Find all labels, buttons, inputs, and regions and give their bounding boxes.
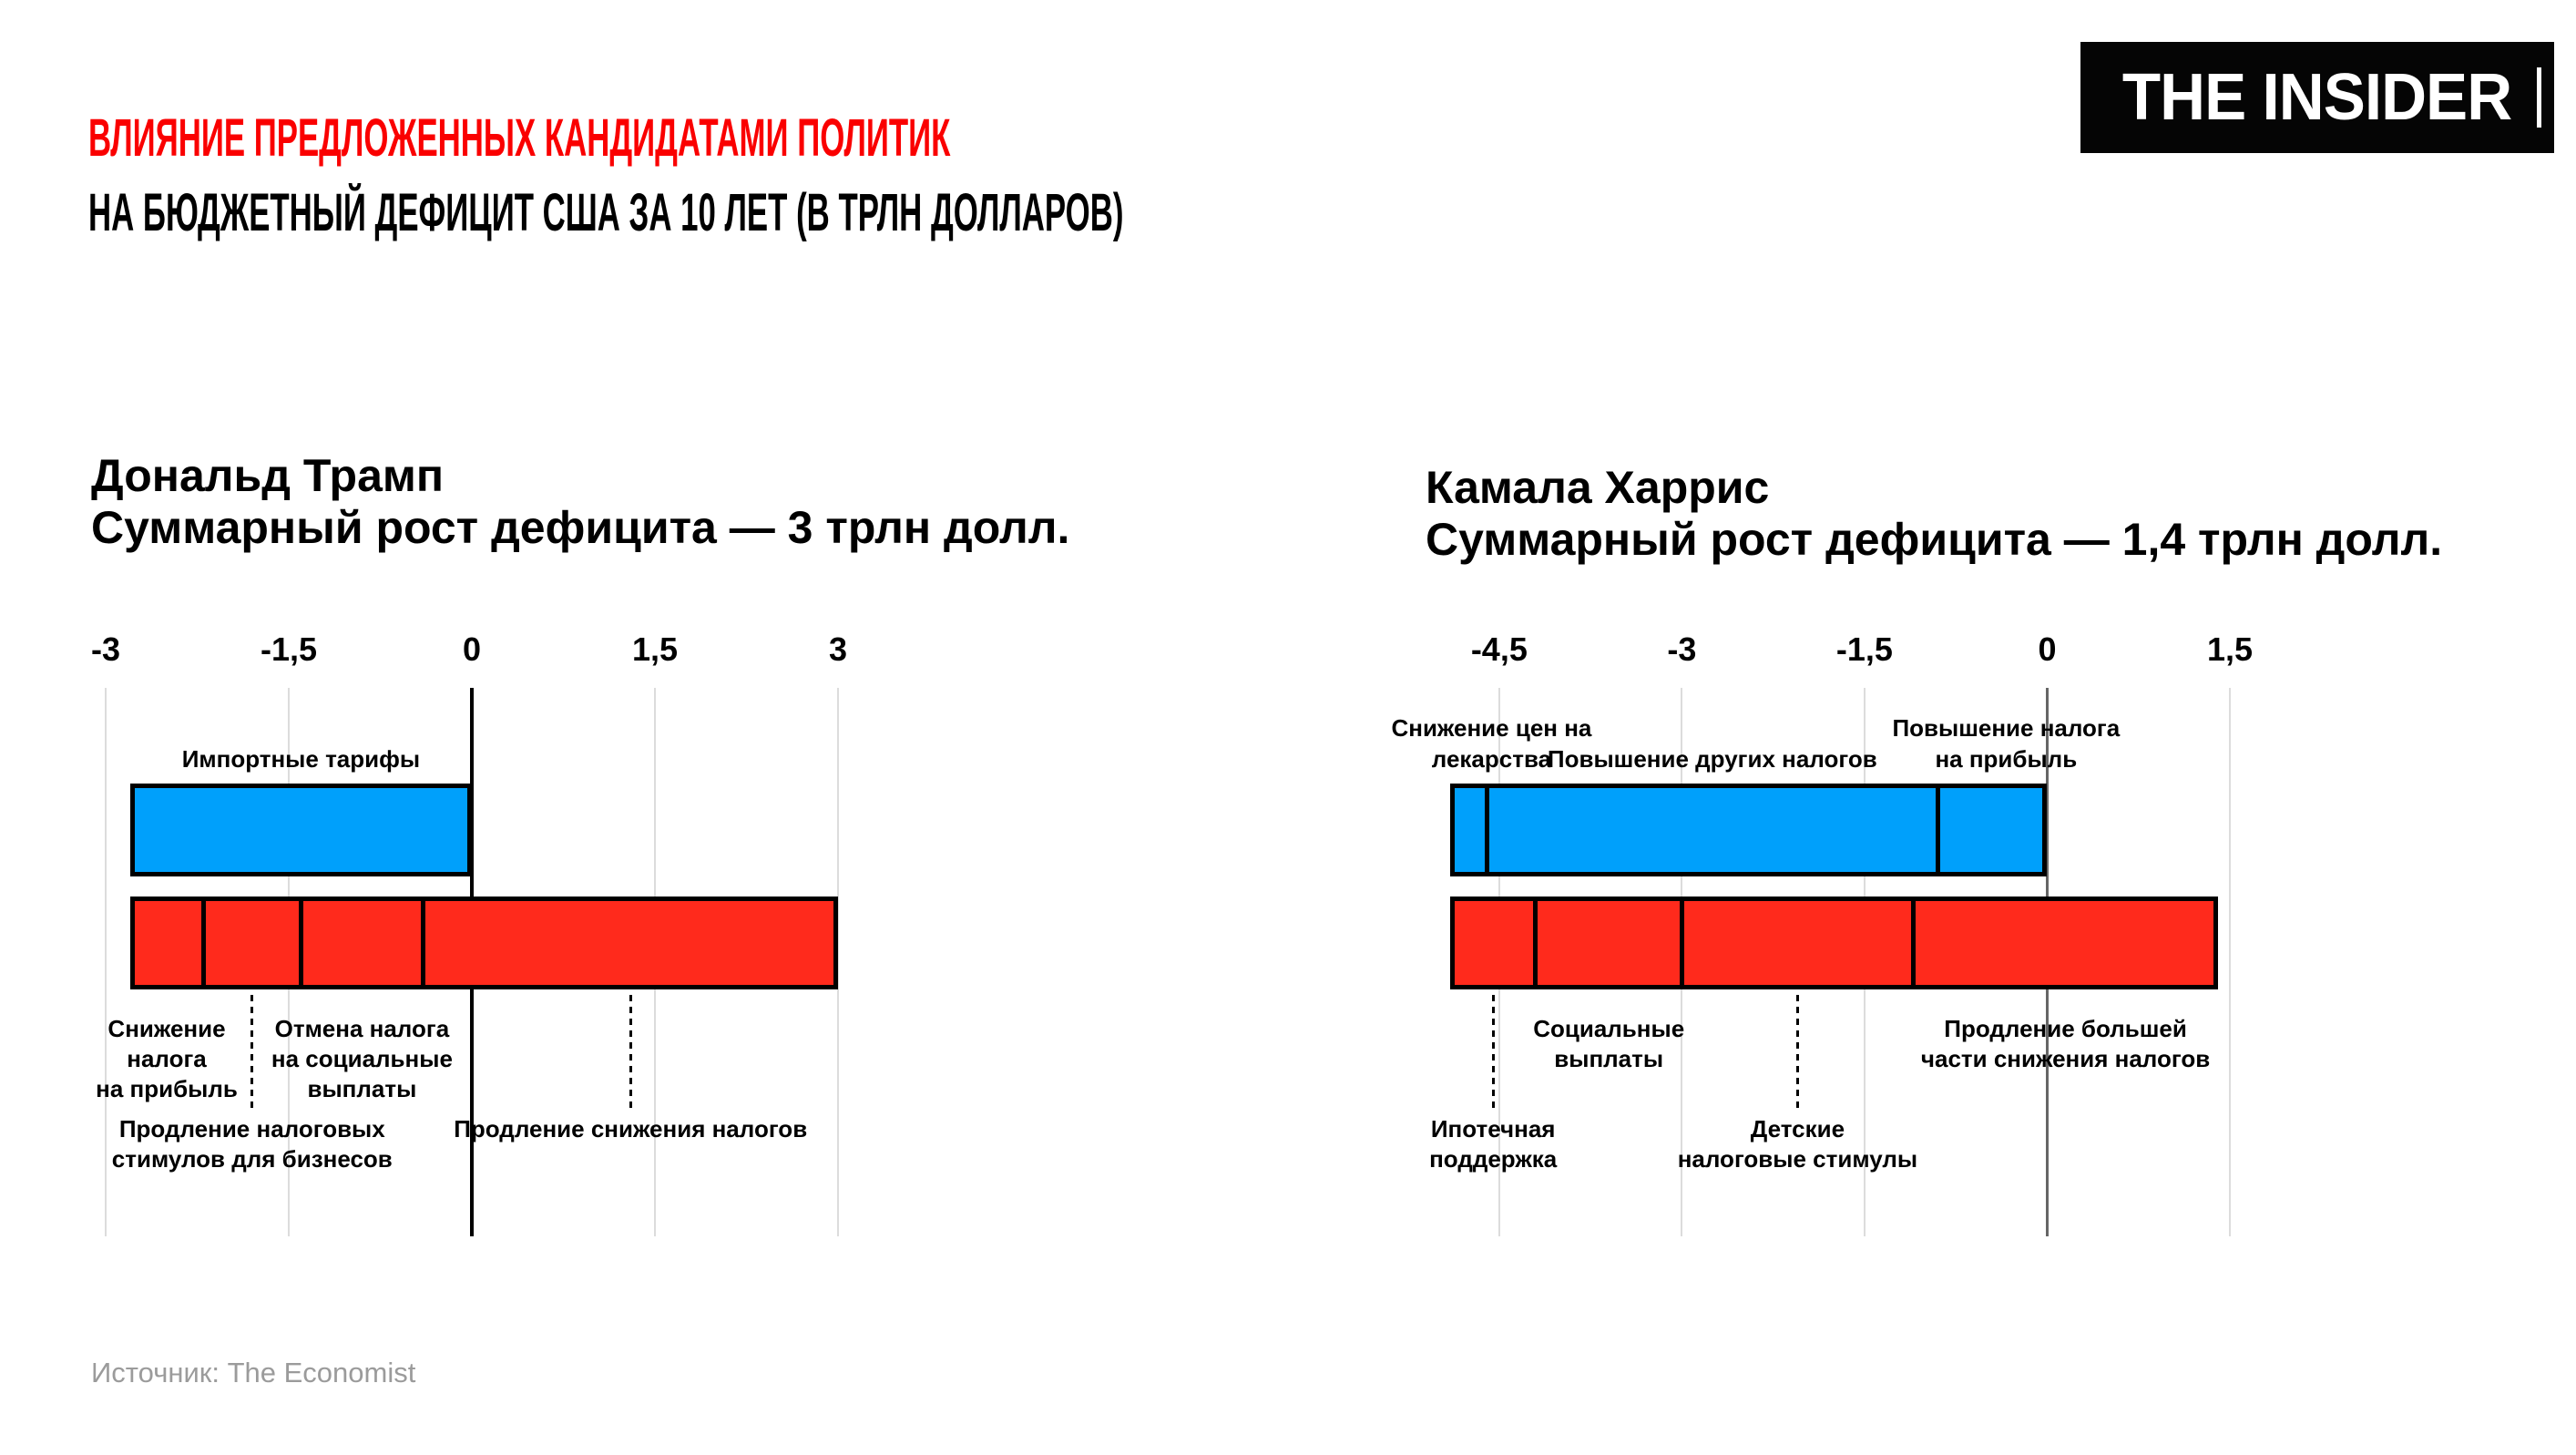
policy-label-line: выплаты — [307, 1075, 417, 1102]
spending-bar — [129, 897, 838, 989]
dotted-connector — [1795, 995, 1799, 1110]
policy-label-line: Детские — [1750, 1115, 1845, 1142]
policy-label: Ипотечная поддержка — [1429, 1114, 1557, 1174]
policy-label-line: налога — [127, 1045, 207, 1072]
page-subtitle: НА БЮДЖЕТНЫЙ ДЕФИЦИТ США ЗА 10 ЛЕТ (В ТР… — [88, 183, 1124, 242]
policy-label-line: Отмена налога — [274, 1015, 450, 1042]
harris-chart-header: Камала Харрис Суммарный рост дефицита — … — [1426, 462, 2442, 566]
policy-label-line: Ипотечная — [1430, 1115, 1556, 1142]
policy-label: Продление большей части снижения налогов — [1921, 1014, 2210, 1074]
policy-label-line: Продление снижения налогов — [454, 1115, 808, 1142]
policy-label-line: выплаты — [1554, 1045, 1664, 1072]
policy-label-line: поддержка — [1429, 1145, 1558, 1173]
policy-label-line: Социальные — [1533, 1015, 1685, 1042]
spending-bar-segment-divider — [1533, 897, 1538, 989]
axis-tick-label: 1,5 — [2207, 630, 2254, 668]
policy-label: Продление налоговых стимулов для бизнесов — [112, 1114, 393, 1174]
policy-label-line: налоговые стимулы — [1677, 1145, 1918, 1173]
policy-label: Снижение цен на лекарства — [1391, 712, 1591, 774]
policy-label-line: Продление налоговых — [118, 1115, 385, 1142]
policy-label-line: части снижения налогов — [1920, 1045, 2211, 1072]
spending-bar-segment-divider — [200, 897, 206, 989]
policy-label: Детские налоговые стимулы — [1678, 1114, 1917, 1174]
gridline — [2229, 688, 2232, 1236]
spending-bar-segment-divider — [420, 897, 425, 989]
the-insider-logo: THE INSIDER — [2080, 42, 2554, 153]
policy-label: Социальные выплаты — [1533, 1014, 1684, 1074]
revenue-bar-segment-divider — [1484, 784, 1489, 876]
axis-tick-label: 1,5 — [631, 630, 679, 668]
dotted-connector — [1491, 995, 1495, 1110]
dotted-connector — [629, 995, 632, 1110]
gridline — [105, 688, 107, 1236]
policy-label: Импортные тарифы — [182, 743, 420, 774]
logo-cursor-bar — [2537, 67, 2541, 128]
deficit-total: Суммарный рост дефицита — 1,4 трлн долл. — [1426, 514, 2443, 565]
axis-tick-label: -1,5 — [260, 630, 318, 668]
policy-label-line: на социальные — [271, 1045, 453, 1072]
revenue-bar-segment-divider — [1935, 784, 1940, 876]
logo-text: THE INSIDER — [2122, 61, 2512, 134]
policy-label-line: лекарства — [1431, 745, 1552, 773]
axis-tick-label: 3 — [828, 630, 848, 668]
revenue-bar — [129, 784, 472, 876]
policy-label-line: на прибыль — [1935, 745, 2078, 773]
policy-label: Продление снижения налогов — [454, 1114, 807, 1144]
page-title: ВЛИЯНИЕ ПРЕДЛОЖЕННЫХ КАНДИДАТАМИ ПОЛИТИК — [88, 108, 951, 168]
policy-label: Повышение налога на прибыль — [1892, 712, 2120, 774]
policy-label-line: Импортные тарифы — [181, 745, 421, 773]
spending-bar — [1450, 897, 2218, 989]
dotted-connector — [250, 995, 254, 1110]
policy-label: Снижение налога на прибыль — [96, 1014, 238, 1104]
axis-tick-label: -3 — [1667, 630, 1697, 668]
policy-label-line: Повышение налога — [1892, 714, 2121, 742]
policy-label-line: Снижение цен на — [1391, 714, 1592, 742]
trump-chart-header: Дональд Трамп Суммарный рост дефицита — … — [91, 450, 1069, 554]
axis-tick-label: -1,5 — [1835, 630, 1893, 668]
axis-tick-label: 0 — [462, 630, 482, 668]
axis-tick-label: -4,5 — [1470, 630, 1528, 668]
spending-bar-segment-divider — [298, 897, 303, 989]
source-note: Источник: The Economist — [91, 1357, 416, 1388]
policy-label-line: Повышение других налогов — [1547, 745, 1877, 773]
policy-label-line: Продление большей — [1944, 1015, 2187, 1042]
policy-label-line: Снижение — [107, 1015, 226, 1042]
gridline — [837, 688, 839, 1236]
policy-label-line: стимулов для бизнесов — [111, 1145, 393, 1173]
candidate-name: Камала Харрис — [1426, 462, 1770, 513]
spending-bar-segment-divider — [1910, 897, 1916, 989]
candidate-name: Дональд Трамп — [91, 450, 445, 501]
policy-label: Повышение других налогов — [1548, 743, 1877, 774]
deficit-total: Суммарный рост дефицита — 3 трлн долл. — [91, 502, 1070, 553]
policy-label: Отмена налога на социальные выплаты — [271, 1014, 453, 1104]
revenue-bar — [1450, 784, 2048, 876]
spending-bar-segment-divider — [1679, 897, 1684, 989]
axis-tick-label: 0 — [2038, 630, 2057, 668]
policy-label-line: на прибыль — [96, 1075, 238, 1102]
axis-tick-label: -3 — [90, 630, 121, 668]
